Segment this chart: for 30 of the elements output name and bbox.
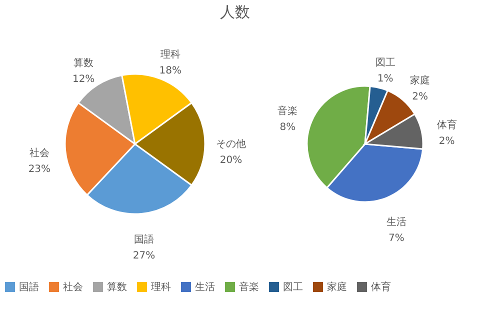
data-label: 7% <box>388 232 404 244</box>
data-label: 2% <box>438 136 455 148</box>
legend-label: 国語 <box>19 281 39 293</box>
data-label: 2% <box>412 92 428 103</box>
slice-label: 生活 <box>386 216 406 228</box>
slice-label: 音楽 <box>278 105 298 118</box>
data-label: 20% <box>220 155 242 166</box>
data-label: 8% <box>280 122 296 134</box>
slice-label: 算数 <box>74 56 94 69</box>
legend-label: 家庭 <box>327 281 347 293</box>
slice-label: 国語 <box>134 234 154 246</box>
data-label: 27% <box>132 250 156 262</box>
data-label: 12% <box>72 74 95 85</box>
legend-label: 社会 <box>63 281 83 293</box>
slice-label: 家庭 <box>410 74 430 87</box>
slice-label: 理科 <box>160 48 180 61</box>
legend-label: 図工 <box>283 282 303 293</box>
legend-label: 生活 <box>195 281 215 293</box>
legend-label: 理科 <box>151 281 171 293</box>
legend-label: 算数 <box>107 281 127 293</box>
legend-label: 体育 <box>371 281 391 293</box>
data-label: 18% <box>159 66 182 77</box>
data-label: 23% <box>28 164 51 176</box>
chart-title: 人数 <box>220 3 250 21</box>
slice-label: 図工 <box>375 57 396 68</box>
slice-label: 体育 <box>436 119 457 132</box>
slice-label: その他 <box>216 138 246 150</box>
slice-label: 社会 <box>29 147 50 160</box>
data-label: 1% <box>377 73 394 84</box>
legend-label: 音楽 <box>239 281 259 293</box>
